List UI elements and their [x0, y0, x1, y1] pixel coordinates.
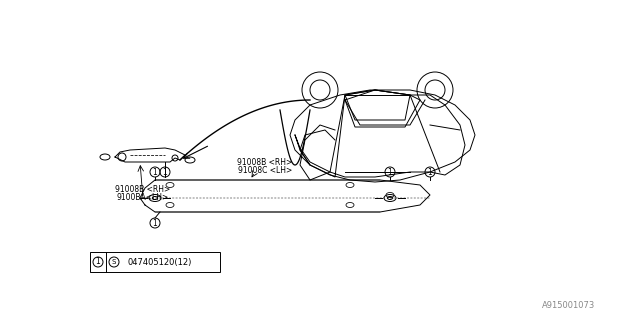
FancyBboxPatch shape	[90, 252, 220, 272]
Text: 91008B <RH>: 91008B <RH>	[237, 158, 292, 167]
Text: A915001073: A915001073	[541, 301, 595, 310]
Text: 1: 1	[152, 219, 157, 228]
Text: 1: 1	[152, 167, 157, 177]
Text: 1: 1	[163, 167, 168, 177]
Text: 91008B <RH>: 91008B <RH>	[115, 185, 171, 194]
Text: 1: 1	[428, 167, 433, 177]
Text: 047405120(12): 047405120(12)	[128, 258, 192, 267]
Text: 1: 1	[388, 167, 392, 177]
Text: 9100BA<LH>: 9100BA<LH>	[117, 193, 169, 202]
Polygon shape	[140, 180, 430, 212]
Text: 91008C <LH>: 91008C <LH>	[238, 166, 292, 175]
Text: 1: 1	[95, 258, 100, 267]
Text: S: S	[112, 259, 116, 265]
